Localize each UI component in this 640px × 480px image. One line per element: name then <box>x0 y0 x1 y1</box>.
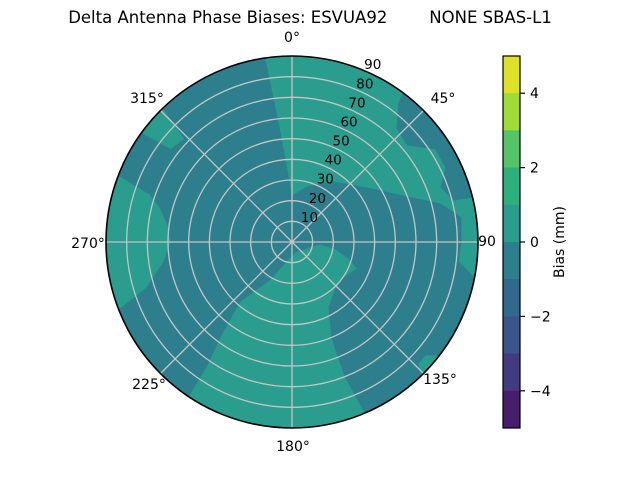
radial-tick-label-20: 20 <box>309 191 326 207</box>
angular-tick-label-135: 135° <box>423 372 457 388</box>
colorbar-segment-5 <box>503 242 520 280</box>
radial-tick-label-90: 90 <box>364 57 381 73</box>
colorbar-segment-3 <box>503 167 520 206</box>
grid-spoke-315 <box>160 110 293 243</box>
colorbar-segment-9 <box>503 390 520 429</box>
colorbar-segment-4 <box>503 204 520 243</box>
angular-tick-label-225: 225° <box>132 377 166 393</box>
angular-tick-label-315: 315° <box>130 91 164 107</box>
angular-tick-label-0: 0° <box>284 30 300 46</box>
colorbar-axis-label: Bias (mm) <box>552 206 568 278</box>
colorbar-segment-8 <box>503 353 520 392</box>
radial-tick-label-80: 80 <box>356 76 373 92</box>
polar-grid <box>106 56 478 428</box>
angular-tick-label-90: 90 <box>478 234 496 250</box>
colorbar-segment-2 <box>503 130 520 169</box>
colorbar-segment-6 <box>503 279 520 317</box>
radial-tick-label-60: 60 <box>340 114 357 130</box>
grid-spoke-225 <box>160 241 293 374</box>
radial-tick-label-40: 40 <box>325 153 342 169</box>
angular-tick-label-270: 270° <box>71 236 105 252</box>
colorbar: 4 2 0 −2 −4 Bias (mm) <box>502 55 568 429</box>
figure-title: Delta Antenna Phase Biases: ESVUA92 NONE… <box>68 8 552 27</box>
colorbar-segment-1 <box>503 93 520 131</box>
radial-tick-label-70: 70 <box>348 95 365 111</box>
colorbar-tick-label-0: 0 <box>530 235 539 251</box>
angular-tick-label-180: 180° <box>276 439 310 455</box>
grid-spoke-45 <box>291 110 424 243</box>
colorbar-segment-0 <box>503 56 520 94</box>
colorbar-tick-label-4: 4 <box>530 86 539 102</box>
radial-tick-label-30: 30 <box>317 172 334 188</box>
colorbar-segment-7 <box>503 316 520 355</box>
negative-bias-region-main <box>106 56 478 427</box>
grid-spoke-135 <box>291 241 424 374</box>
polar-outline <box>105 55 479 429</box>
colorbar-tick-label-2: 2 <box>530 161 539 177</box>
radial-tick-label-50: 50 <box>333 134 350 150</box>
colorbar-tick-label--4: −4 <box>530 384 551 400</box>
angular-tick-label-45: 45° <box>431 91 456 107</box>
angular-tick-labels: 0° 45° 90 135° 180° 225° 270° 315° <box>71 30 496 455</box>
radial-tick-labels: 10 20 30 40 50 60 70 80 90 <box>301 57 381 226</box>
colorbar-tick-label--2: −2 <box>530 309 551 325</box>
radial-tick-label-10: 10 <box>301 210 318 226</box>
